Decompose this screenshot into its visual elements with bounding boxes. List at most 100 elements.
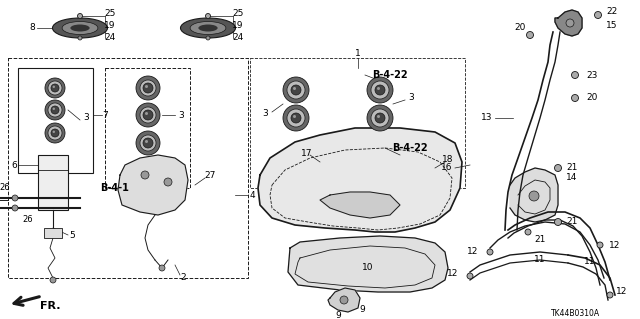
Text: 12: 12 bbox=[616, 287, 628, 296]
Text: 26: 26 bbox=[0, 183, 10, 192]
Text: 26: 26 bbox=[22, 216, 33, 225]
Text: 21: 21 bbox=[566, 218, 578, 226]
Circle shape bbox=[77, 13, 83, 19]
Text: 22: 22 bbox=[606, 8, 618, 17]
Circle shape bbox=[52, 85, 55, 88]
Text: 19: 19 bbox=[232, 21, 244, 31]
Text: 5: 5 bbox=[69, 231, 75, 240]
Text: 15: 15 bbox=[606, 20, 618, 29]
Circle shape bbox=[12, 195, 18, 201]
Circle shape bbox=[136, 103, 160, 127]
Ellipse shape bbox=[198, 25, 218, 32]
Circle shape bbox=[597, 242, 603, 248]
Circle shape bbox=[136, 76, 160, 100]
Text: B-4-22: B-4-22 bbox=[392, 143, 428, 153]
Circle shape bbox=[159, 265, 165, 271]
Circle shape bbox=[136, 131, 160, 155]
Text: 27: 27 bbox=[204, 170, 216, 180]
Text: 9: 9 bbox=[359, 306, 365, 315]
Polygon shape bbox=[328, 288, 360, 312]
Text: TK44B0310A: TK44B0310A bbox=[551, 308, 600, 317]
Circle shape bbox=[12, 205, 18, 211]
Text: 16: 16 bbox=[440, 164, 452, 173]
Circle shape bbox=[287, 109, 305, 127]
Text: 6: 6 bbox=[11, 160, 17, 169]
Ellipse shape bbox=[180, 18, 236, 38]
Text: 10: 10 bbox=[362, 263, 374, 272]
Circle shape bbox=[525, 229, 531, 235]
Circle shape bbox=[50, 277, 56, 283]
Circle shape bbox=[377, 87, 380, 90]
Text: 18: 18 bbox=[442, 155, 454, 165]
Circle shape bbox=[367, 105, 393, 131]
Circle shape bbox=[487, 249, 493, 255]
Text: 25: 25 bbox=[232, 10, 244, 19]
Text: B-4-1: B-4-1 bbox=[100, 183, 129, 193]
Circle shape bbox=[51, 84, 59, 92]
Text: 3: 3 bbox=[83, 114, 89, 122]
Ellipse shape bbox=[62, 21, 98, 34]
Circle shape bbox=[143, 83, 153, 93]
Text: 9: 9 bbox=[335, 310, 341, 319]
Text: 7: 7 bbox=[102, 110, 108, 120]
Text: 11: 11 bbox=[534, 256, 546, 264]
Text: 3: 3 bbox=[178, 110, 184, 120]
Circle shape bbox=[554, 165, 561, 172]
Circle shape bbox=[371, 81, 389, 99]
Text: 24: 24 bbox=[232, 33, 244, 42]
Circle shape bbox=[527, 32, 534, 39]
Circle shape bbox=[140, 107, 156, 123]
Text: 8: 8 bbox=[29, 24, 35, 33]
Text: 12: 12 bbox=[467, 248, 478, 256]
Circle shape bbox=[52, 130, 55, 133]
Text: 20: 20 bbox=[515, 24, 525, 33]
Circle shape bbox=[529, 191, 539, 201]
Circle shape bbox=[145, 112, 148, 115]
Circle shape bbox=[371, 109, 389, 127]
Text: 21: 21 bbox=[566, 164, 578, 173]
Circle shape bbox=[45, 78, 65, 98]
Circle shape bbox=[287, 81, 305, 99]
Circle shape bbox=[143, 138, 153, 148]
Text: 20: 20 bbox=[586, 93, 598, 102]
Circle shape bbox=[367, 77, 393, 103]
Polygon shape bbox=[510, 168, 558, 222]
Text: 14: 14 bbox=[566, 174, 578, 182]
Circle shape bbox=[554, 219, 561, 226]
Text: 17: 17 bbox=[301, 149, 313, 158]
Polygon shape bbox=[118, 155, 188, 215]
Ellipse shape bbox=[70, 25, 90, 32]
Circle shape bbox=[566, 19, 574, 27]
Circle shape bbox=[293, 87, 296, 90]
Circle shape bbox=[206, 36, 210, 40]
Bar bbox=[38, 155, 68, 210]
Circle shape bbox=[205, 13, 211, 19]
Text: B-4-22: B-4-22 bbox=[372, 70, 408, 80]
Bar bbox=[250, 58, 465, 188]
Ellipse shape bbox=[52, 18, 108, 38]
Text: 24: 24 bbox=[104, 33, 116, 42]
Circle shape bbox=[45, 123, 65, 143]
Circle shape bbox=[283, 77, 309, 103]
Circle shape bbox=[595, 11, 602, 19]
Circle shape bbox=[45, 100, 65, 120]
Circle shape bbox=[467, 273, 473, 279]
Text: 12: 12 bbox=[609, 241, 621, 249]
Circle shape bbox=[377, 115, 380, 118]
Text: 25: 25 bbox=[104, 10, 116, 19]
Text: 21: 21 bbox=[534, 235, 546, 244]
Text: 13: 13 bbox=[481, 114, 492, 122]
Bar bbox=[44, 228, 62, 238]
Circle shape bbox=[145, 85, 148, 88]
Circle shape bbox=[51, 106, 59, 114]
Circle shape bbox=[375, 85, 385, 95]
Text: 4: 4 bbox=[249, 190, 255, 199]
Text: 1: 1 bbox=[355, 49, 361, 58]
Bar bbox=[8, 58, 248, 278]
Text: 3: 3 bbox=[408, 93, 413, 102]
Circle shape bbox=[283, 105, 309, 131]
Circle shape bbox=[140, 80, 156, 96]
Circle shape bbox=[340, 296, 348, 304]
Polygon shape bbox=[288, 236, 448, 292]
Polygon shape bbox=[555, 10, 582, 36]
